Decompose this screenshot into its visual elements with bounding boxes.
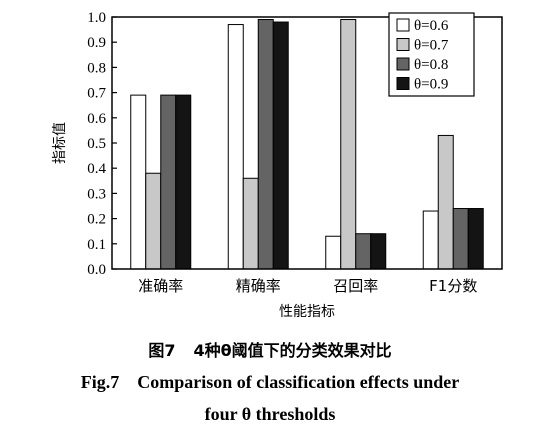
bar xyxy=(227,24,244,270)
caption-zh-label: 图7 xyxy=(148,341,176,360)
y-axis-title: 指标值 xyxy=(52,122,68,164)
bar xyxy=(355,233,372,270)
bar xyxy=(145,172,162,270)
legend-label: θ=0.8 xyxy=(414,57,448,73)
x-category-label: 精确率 xyxy=(236,277,281,295)
legend-swatch xyxy=(396,38,410,51)
bar xyxy=(130,94,147,270)
legend-swatch xyxy=(396,77,410,90)
bar xyxy=(160,94,177,270)
bar xyxy=(422,210,439,270)
y-tick-label: 0.7 xyxy=(87,86,106,102)
y-tick-label: 0.6 xyxy=(87,111,106,127)
caption-zh-text: 4种θ阈值下的分类效果对比 xyxy=(193,341,392,360)
figure-caption-english: Fig.7 Comparison of classification effect… xyxy=(0,372,540,393)
figure-caption-chinese: 图7 4种θ阈值下的分类效果对比 xyxy=(0,337,540,361)
bar xyxy=(272,21,289,270)
x-category-label: 准确率 xyxy=(138,277,183,295)
plot-frame xyxy=(111,16,503,270)
y-axis-ticks: 0.0 0.1 0.2 0.3 0.4 0.5 0.6 0.7 0.8 0.9 1.0 xyxy=(87,10,117,278)
bar xyxy=(340,19,357,270)
caption-en-line1: Comparison of classification effects und… xyxy=(137,372,460,392)
y-tick-label: 1.0 xyxy=(87,10,106,26)
y-tick-label: 0.8 xyxy=(87,60,106,76)
legend-label: θ=0.6 xyxy=(414,18,449,34)
bar xyxy=(325,235,342,270)
y-tick-label: 0.1 xyxy=(87,237,106,253)
y-tick-label: 0.3 xyxy=(87,186,106,202)
legend-label: θ=0.7 xyxy=(414,38,449,54)
figure-caption-english-line2: four θ thresholds xyxy=(0,404,540,425)
y-tick-label: 0.9 xyxy=(87,35,106,51)
legend-label: θ=0.9 xyxy=(414,77,448,93)
caption-en-label: Fig.7 xyxy=(80,372,120,392)
y-tick-label: 0.0 xyxy=(87,262,106,278)
legend-swatch xyxy=(396,57,410,71)
bar xyxy=(452,208,469,270)
y-tick-label: 0.5 xyxy=(87,136,106,152)
x-category-label: 召回率 xyxy=(333,277,378,295)
x-axis-categories: 准确率 精确率 召回率 F1分数 xyxy=(138,277,477,295)
bar xyxy=(467,208,484,270)
bar xyxy=(370,233,387,270)
caption-en-line2: four θ thresholds xyxy=(204,404,336,424)
bar xyxy=(257,19,274,270)
y-tick-label: 0.4 xyxy=(87,161,106,177)
bar-chart: 0.0 0.1 0.2 0.3 0.4 0.5 0.6 0.7 0.8 0.9 1.0 准确率 精确率… xyxy=(52,10,503,320)
bar xyxy=(175,94,192,270)
x-axis-title: 性能指标 xyxy=(279,304,335,320)
bar xyxy=(242,177,259,270)
y-tick-label: 0.2 xyxy=(87,212,106,228)
bar xyxy=(437,134,454,270)
legend-swatch xyxy=(396,18,410,32)
x-category-label: F1分数 xyxy=(429,277,477,295)
bars xyxy=(130,19,484,270)
legend: θ=0.6 θ=0.7 θ=0.8 θ=0.9 xyxy=(388,12,475,97)
